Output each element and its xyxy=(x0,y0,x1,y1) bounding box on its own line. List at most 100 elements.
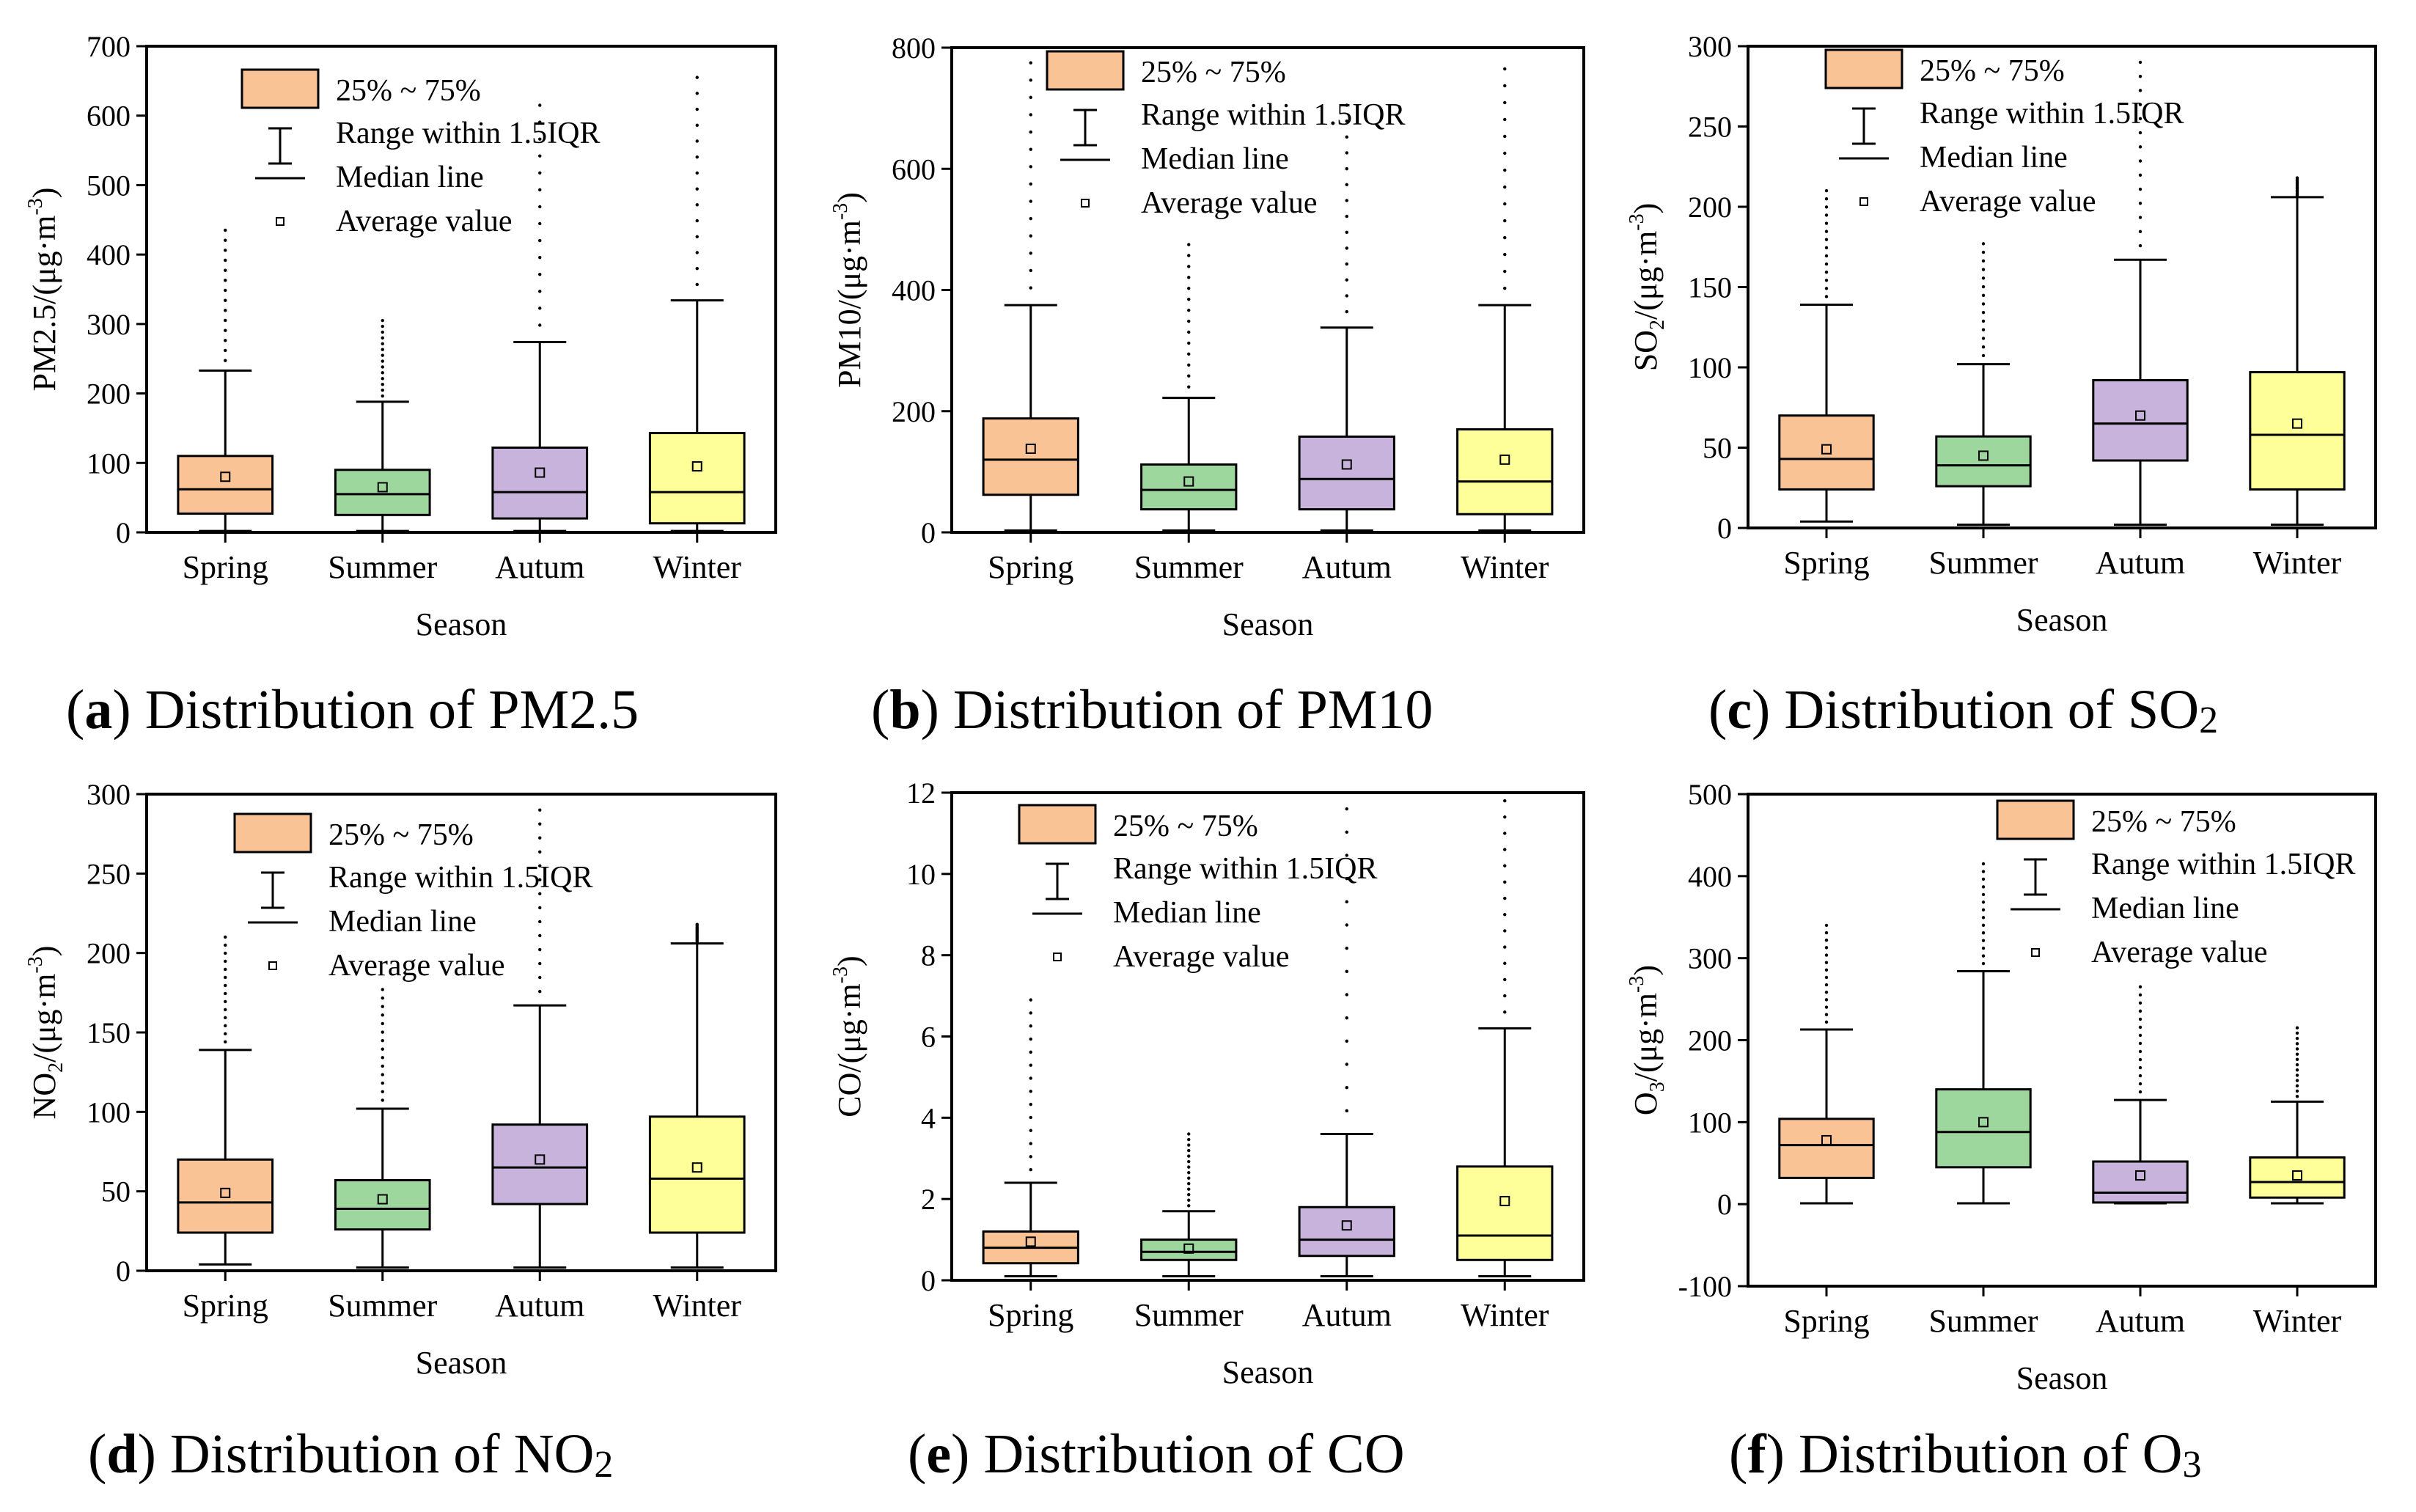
caption-letter: a xyxy=(84,679,113,741)
outlier-point xyxy=(1345,946,1348,950)
outlier-point xyxy=(538,188,542,192)
outlier-point xyxy=(1824,270,1829,274)
box-spring xyxy=(177,935,274,1266)
outlier-point xyxy=(1824,953,1829,957)
outlier-point xyxy=(695,171,699,175)
outlier-point xyxy=(2138,202,2143,205)
outlier-point xyxy=(224,359,227,362)
outlier-point xyxy=(1824,998,1829,1002)
outlier-point xyxy=(1981,931,1986,935)
outlier-point xyxy=(695,251,699,254)
outlier-point xyxy=(1981,268,1986,271)
legend-whisker-label: Range within 1.5IQR xyxy=(336,117,600,150)
x-tick-label: Winter xyxy=(2253,1303,2342,1339)
y-tick-label: 500 xyxy=(1688,778,1732,811)
x-tick-label: Summer xyxy=(1134,1297,1244,1333)
legend-mean-marker xyxy=(1859,197,1868,206)
y-tick-label: 10 xyxy=(906,858,936,891)
legend-mean-label: Average value xyxy=(2091,936,2268,969)
outlier-point xyxy=(1503,945,1507,949)
x-tick-label: Autum xyxy=(2096,1303,2185,1339)
y-label-unit: /(μg·m xyxy=(1628,231,1664,320)
outlier-point xyxy=(2138,103,2143,106)
legend-box-label: 25% ~ 75% xyxy=(1141,56,1286,89)
outlier-point xyxy=(1345,246,1348,250)
legend-box-swatch xyxy=(233,812,312,854)
y-tick-label: 200 xyxy=(87,937,131,970)
outlier-point xyxy=(1503,252,1507,257)
box-winter xyxy=(648,76,746,532)
outlier-point xyxy=(1187,341,1191,345)
outlier-point xyxy=(1824,1020,1829,1024)
outlier-point xyxy=(381,377,384,381)
outlier-point xyxy=(1187,1204,1191,1208)
iqr-box xyxy=(1456,428,1554,515)
outlier-point xyxy=(224,999,227,1004)
y-axis-label: NO2/(μg·m-3) xyxy=(24,946,67,1120)
outlier-point xyxy=(1503,994,1507,998)
outlier-point xyxy=(1981,939,1986,942)
iqr-box xyxy=(1140,1238,1238,1261)
legend-mean-marker xyxy=(1053,953,1062,961)
outlier-point xyxy=(2138,216,2143,219)
outlier-point xyxy=(538,947,542,952)
mean-marker xyxy=(1821,444,1832,455)
x-tick-label: Summer xyxy=(1928,545,2038,581)
box-winter xyxy=(2249,1026,2346,1205)
outlier-point xyxy=(1187,297,1191,301)
y-tick-label: 700 xyxy=(87,30,131,63)
outlier-point xyxy=(224,258,227,263)
x-tick-label: Winter xyxy=(1461,1297,1549,1333)
outlier-point xyxy=(1187,352,1191,356)
outlier-point xyxy=(1029,1102,1032,1107)
box-autum xyxy=(491,808,589,1269)
outlier-point xyxy=(224,288,227,293)
outlier-point xyxy=(1503,977,1507,982)
y-label-end: ) xyxy=(831,192,867,203)
box-winter xyxy=(1456,799,1554,1277)
outlier-point xyxy=(381,348,384,351)
outlier-point xyxy=(1503,961,1507,965)
outlier-point xyxy=(381,353,384,357)
outlier-point xyxy=(1187,374,1191,378)
mean-marker xyxy=(1183,476,1194,487)
chart-panel-b: 0 200 400 600 800 Spring Summer Autum Winter Seas… xyxy=(829,32,1585,642)
outlier-point xyxy=(381,1005,384,1008)
outlier-point xyxy=(1824,983,1829,987)
outlier-point xyxy=(224,975,227,980)
outlier-point xyxy=(1187,330,1191,334)
outlier-point xyxy=(224,983,227,988)
x-tick-label: Spring xyxy=(988,1297,1073,1333)
y-label-main: O xyxy=(1628,1092,1664,1115)
legend-box-swatch xyxy=(1046,50,1125,91)
outlier-point xyxy=(1345,135,1348,139)
x-axis-label: Season xyxy=(1222,606,1314,642)
outlier-point xyxy=(1187,1137,1191,1142)
outlier-point xyxy=(2138,60,2143,65)
legend-box-label: 25% ~ 75% xyxy=(1113,810,1258,843)
outlier-point xyxy=(1029,268,1032,273)
legend-mean-label: Average value xyxy=(1113,940,1290,974)
x-tick-label: Autum xyxy=(495,549,584,585)
outlier-point xyxy=(1981,885,1986,889)
y-tick-label: 600 xyxy=(87,100,131,133)
outlier-point xyxy=(1503,185,1507,189)
outlier-point xyxy=(1503,202,1507,206)
outlier-point xyxy=(1824,197,1829,201)
outlier-point xyxy=(538,878,542,882)
mean-marker xyxy=(535,467,546,478)
outlier-point xyxy=(224,943,227,947)
outlier-point xyxy=(1029,182,1032,186)
outlier-point xyxy=(538,290,542,293)
outlier-point xyxy=(1981,892,1986,897)
caption-subscript: 3 xyxy=(2182,1444,2202,1486)
outlier-point xyxy=(1503,896,1507,900)
outlier-point xyxy=(381,1056,384,1060)
outlier-point xyxy=(1345,807,1348,811)
outlier-point xyxy=(1981,923,1986,927)
x-tick-label: Summer xyxy=(1134,549,1244,585)
mean-marker xyxy=(1499,454,1510,465)
outlier-point xyxy=(538,836,542,840)
outlier-point xyxy=(2138,1049,2143,1054)
outlier-point xyxy=(2138,173,2143,177)
